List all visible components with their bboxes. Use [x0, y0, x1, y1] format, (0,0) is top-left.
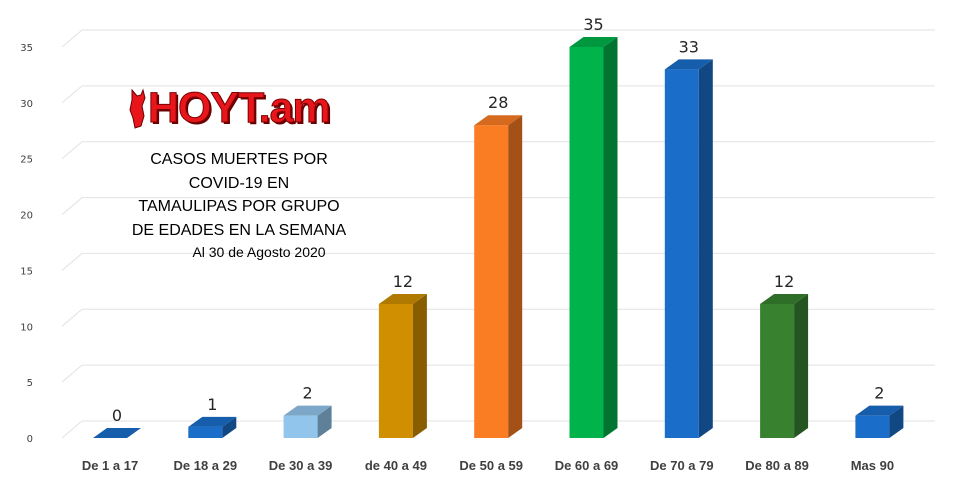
bar-top [378, 293, 427, 304]
bar-top [664, 59, 713, 70]
y-tick-label: 30 [20, 99, 33, 110]
chart-subtitle: Al 30 de Agosto 2020 [192, 244, 326, 260]
bar [188, 416, 237, 438]
x-axis-categories: De 1 a 17 De 18 a 29 De 30 a 39 de 40 a 49 D… [82, 458, 894, 473]
y-tick-label: 20 [20, 211, 33, 222]
bar-front [378, 303, 413, 438]
y-axis-ticks: 0 5 10 15 20 25 30 35 [20, 43, 33, 445]
gridline-depth [61, 197, 83, 215]
bar [760, 293, 809, 438]
bar [93, 428, 141, 438]
bar-front [283, 415, 318, 438]
bar-top [474, 115, 523, 126]
data-label: 2 [303, 384, 313, 403]
gridline-depth [61, 420, 83, 439]
bar [378, 293, 427, 438]
category-label: De 60 a 69 [555, 458, 619, 473]
bar-front [569, 47, 604, 438]
bar-side [794, 293, 809, 438]
chart-title-line: DE EDADES EN LA SEMANA [131, 221, 347, 239]
y-tick-label: 10 [20, 322, 33, 333]
data-label: 33 [679, 37, 699, 56]
gridline-depth [61, 85, 83, 104]
y-tick-label: 5 [27, 378, 33, 389]
gridline-depth [61, 364, 83, 383]
bar-top [569, 37, 618, 47]
gridline-depth [61, 253, 83, 271]
bar [474, 115, 523, 438]
bars [93, 37, 904, 438]
chart-title-line: CASOS MUERTES POR [150, 151, 328, 168]
category-label: Mas 90 [851, 458, 894, 473]
bar-side [698, 59, 713, 438]
bar [569, 37, 618, 438]
bull-head-icon [129, 88, 146, 129]
bar [664, 59, 713, 438]
category-label: De 80 a 89 [745, 458, 809, 473]
data-label: 12 [774, 272, 794, 291]
hoyt-logo: HOYT.am [128, 84, 332, 132]
bar-top [188, 416, 237, 427]
y-tick-label: 0 [27, 434, 33, 445]
gridline-depth [61, 141, 83, 160]
data-label: 12 [393, 272, 413, 291]
chart-title-line: TAMAULIPAS POR GRUPO [138, 198, 340, 215]
bar-side [412, 293, 427, 438]
category-label: De 50 a 59 [459, 458, 523, 473]
y-tick-label: 15 [20, 266, 33, 277]
bar-front [855, 415, 890, 438]
data-label: 0 [112, 406, 122, 425]
y-tick-label: 25 [20, 155, 33, 166]
bar-top [855, 405, 904, 416]
bar-front [474, 125, 509, 438]
bar-side [508, 115, 523, 438]
bar-top [760, 293, 809, 304]
bar [855, 405, 904, 438]
y-tick-label: 35 [20, 43, 33, 54]
bar-front [664, 69, 699, 438]
bar-side [317, 405, 332, 438]
chart-title-line: COVID-19 EN [188, 174, 290, 192]
category-label: de 40 a 49 [365, 458, 427, 473]
bar-top [283, 405, 332, 416]
logo-text: HOYT.am [148, 84, 332, 132]
data-label: 28 [488, 93, 508, 112]
data-label: 1 [207, 395, 217, 414]
category-label: De 30 a 39 [269, 458, 333, 473]
data-label: 2 [874, 384, 884, 403]
category-label: De 1 a 17 [82, 458, 138, 473]
bar-side [222, 416, 237, 438]
category-label: De 70 a 79 [650, 458, 714, 473]
category-label: De 18 a 29 [173, 458, 237, 473]
gridline-depth [61, 29, 83, 48]
bar-side [603, 37, 618, 438]
gridline-depth [61, 308, 83, 327]
bar [283, 405, 332, 438]
chart-title: CASOS MUERTES POR COVID-19 EN TAMAULIPAS… [104, 148, 374, 261]
bar-front [760, 303, 795, 438]
bar-top [93, 428, 141, 438]
bar-side [889, 405, 904, 438]
data-label: 35 [583, 15, 603, 34]
bar-front [188, 426, 223, 438]
